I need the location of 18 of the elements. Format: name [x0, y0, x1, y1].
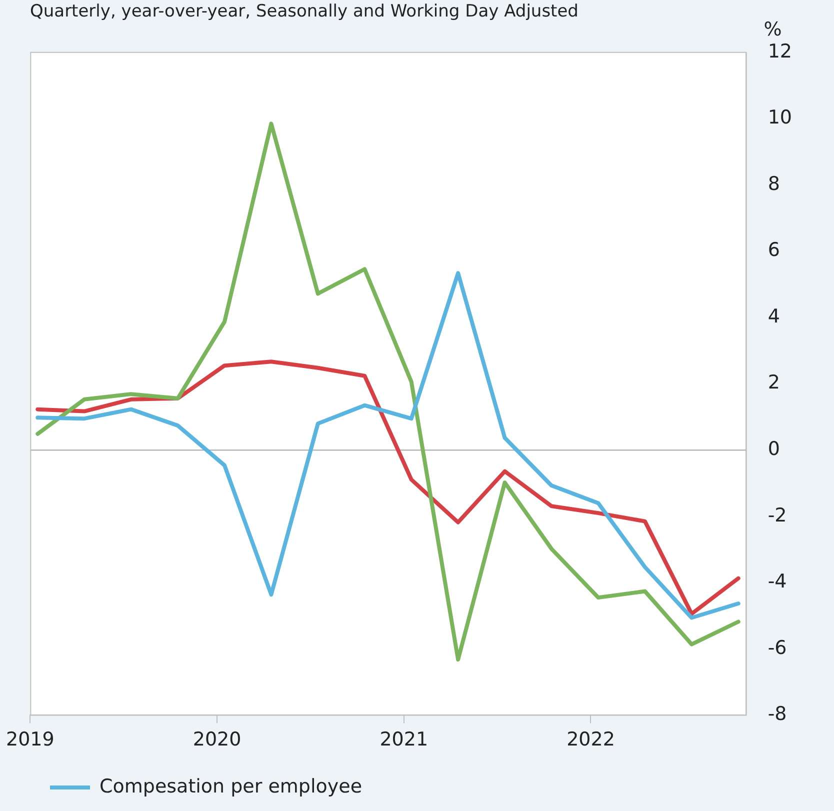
y-axis-title: %: [764, 18, 782, 40]
y-tick-label: -4: [768, 570, 787, 593]
y-tick-label: 6: [768, 239, 780, 262]
y-tick-label: -2: [768, 504, 787, 526]
x-tick-label: 2019: [6, 728, 54, 751]
y-tick-label: 12: [768, 40, 792, 62]
legend-label: Compesation per employee: [100, 775, 362, 798]
x-tick-label: 2022: [566, 728, 615, 751]
x-tick-label: 2021: [380, 728, 428, 751]
y-tick-label: -8: [768, 703, 787, 726]
y-tick-label: 8: [768, 172, 780, 195]
y-tick-label: -6: [768, 636, 787, 659]
y-tick-label: 4: [768, 305, 780, 328]
y-tick-label: 10: [768, 106, 792, 129]
y-tick-label: 2: [768, 372, 780, 394]
y-tick-label: 0: [768, 438, 780, 460]
x-tick-label: 2020: [192, 728, 242, 751]
chart-subtitle: Quarterly, year-over-year, Seasonally and Working Day Adjusted: [30, 2, 578, 22]
